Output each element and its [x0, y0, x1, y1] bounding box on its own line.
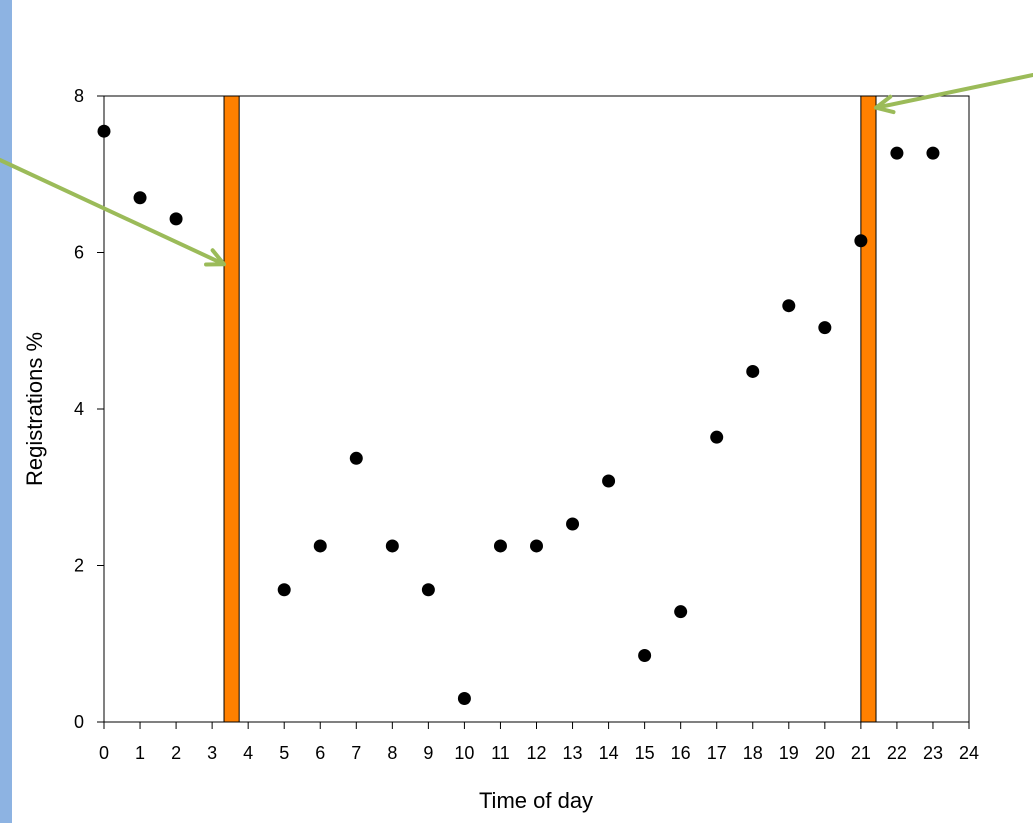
x-tick-label-17: 17: [707, 743, 727, 763]
data-point-5: [349, 451, 363, 465]
y-tick-label-4: 4: [74, 399, 84, 419]
y-tick-label-8: 8: [74, 86, 84, 106]
x-tick-label-2: 2: [171, 743, 181, 763]
data-point-7: [421, 583, 435, 597]
x-tick-label-11: 11: [491, 743, 510, 763]
data-point-12: [602, 474, 616, 488]
x-tick-label-19: 19: [779, 743, 799, 763]
highlight-bands: [223, 95, 877, 723]
x-tick-label-13: 13: [563, 743, 583, 763]
highlight-band-0: [223, 95, 240, 723]
x-tick-label-7: 7: [351, 743, 361, 763]
x-tick-label-10: 10: [454, 743, 474, 763]
x-tick-label-21: 21: [851, 743, 871, 763]
y-axis-title: Registrations %: [22, 332, 47, 486]
data-point-1: [133, 191, 147, 205]
data-point-6: [385, 539, 399, 553]
data-point-18: [818, 321, 832, 335]
x-axis: 0 1 2 3 4 5 6 7 8 9 10 11 12 13 14 15 16 17 18 19 20 21 22 23 24: [99, 722, 979, 763]
x-tick-label-15: 15: [635, 743, 655, 763]
x-tick-label-9: 9: [423, 743, 433, 763]
data-point-17: [782, 299, 796, 313]
annotation-arrow-1: [877, 73, 1033, 109]
y-tick-label-2: 2: [74, 556, 84, 576]
data-point-4: [313, 539, 327, 553]
data-point-8: [457, 692, 471, 706]
annotation-arrows: [0, 73, 1033, 267]
x-tick-label-3: 3: [207, 743, 217, 763]
x-tick-label-1: 1: [135, 743, 145, 763]
data-point-2: [169, 212, 183, 226]
data-point-15: [710, 430, 724, 444]
x-tick-label-0: 0: [99, 743, 109, 763]
x-axis-title: Time of day: [479, 788, 593, 813]
data-point-19: [854, 234, 868, 248]
data-point-21: [926, 146, 940, 160]
x-tick-label-8: 8: [387, 743, 397, 763]
annotation-arrowhead-1: [874, 94, 896, 115]
highlight-band-1: [860, 95, 877, 723]
x-tick-label-24: 24: [959, 743, 979, 763]
x-tick-label-23: 23: [923, 743, 943, 763]
x-tick-label-14: 14: [599, 743, 619, 763]
annotation-arrowhead-0: [204, 248, 227, 267]
data-points: [97, 124, 940, 706]
x-tick-label-18: 18: [743, 743, 763, 763]
x-tick-label-12: 12: [526, 743, 546, 763]
chart-panel: [12, 0, 1033, 823]
data-point-9: [493, 539, 507, 553]
x-tick-label-5: 5: [279, 743, 289, 763]
y-tick-label-6: 6: [74, 243, 84, 263]
data-point-16: [746, 364, 760, 378]
data-point-11: [566, 517, 580, 531]
x-tick-label-4: 4: [243, 743, 253, 763]
data-point-3: [277, 583, 291, 597]
data-point-14: [674, 605, 688, 619]
data-point-0: [97, 124, 111, 138]
y-tick-label-0: 0: [74, 712, 84, 732]
x-tick-label-20: 20: [815, 743, 835, 763]
annotation-arrow-0: [0, 158, 223, 265]
data-point-20: [890, 146, 904, 160]
x-tick-label-16: 16: [671, 743, 691, 763]
data-point-13: [638, 648, 652, 662]
y-axis: 0 2 4 6 8: [74, 86, 104, 732]
data-point-10: [530, 539, 543, 553]
x-tick-label-6: 6: [315, 743, 325, 763]
x-tick-label-22: 22: [887, 743, 907, 763]
